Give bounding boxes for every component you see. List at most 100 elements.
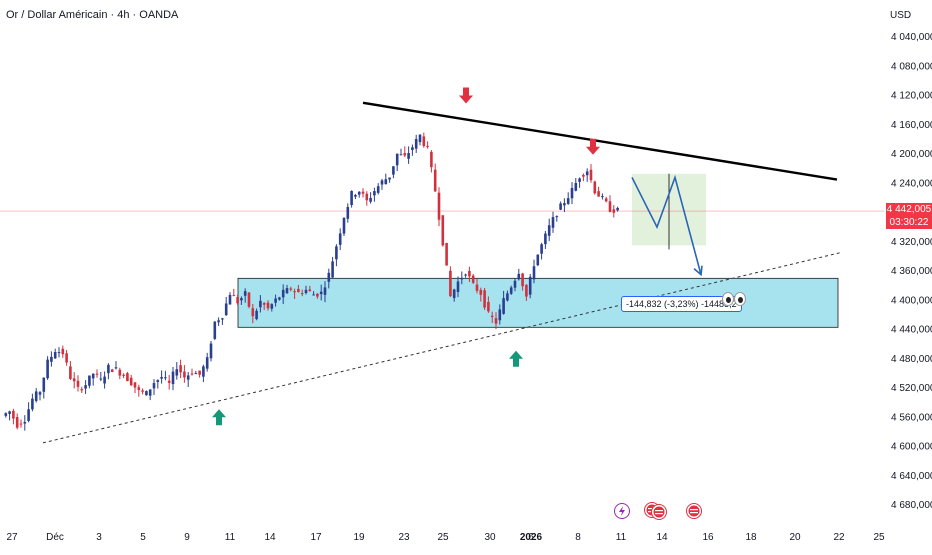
candle-body (547, 225, 551, 236)
candle-body (114, 367, 118, 369)
candle-body (316, 293, 319, 297)
candle-body (479, 289, 483, 295)
x-tick-label: 22 (833, 532, 845, 543)
candle-body (160, 377, 163, 379)
candle-body (190, 373, 194, 375)
x-tick-label: 17 (310, 532, 322, 543)
x-tick-label: 23 (398, 532, 410, 543)
candle-body (300, 293, 304, 295)
y-tick-label: 4 120,000 (891, 91, 932, 102)
candle-body (411, 147, 414, 151)
support-trendline (42, 252, 841, 444)
candle-body (331, 261, 334, 278)
projection-arrowhead (693, 265, 703, 277)
y-tick-label: 4 200,000 (891, 149, 932, 160)
x-tick-label: 14 (264, 532, 276, 543)
candle-body (243, 291, 247, 296)
candle-body (27, 409, 30, 421)
candle-body (167, 380, 171, 383)
candle-body (498, 309, 502, 321)
candle-body (297, 288, 300, 293)
candle-body (582, 174, 585, 177)
candle-body (601, 196, 604, 198)
currency-label[interactable]: USD (890, 10, 912, 21)
candle-body (126, 373, 129, 382)
candle-body (205, 357, 209, 369)
candle-body (247, 292, 251, 307)
candle-body (490, 315, 494, 318)
y-tick-label: 4 600,000 (891, 442, 932, 453)
x-tick-label: 5 (140, 532, 146, 543)
candle-body (46, 359, 49, 379)
candle-body (38, 392, 42, 395)
candle-body (156, 380, 160, 382)
y-tick-label: 4 160,000 (891, 120, 932, 131)
x-tick-label: 30 (484, 532, 496, 543)
candle-body (540, 244, 543, 254)
candle-body (475, 284, 479, 291)
candle-body (57, 352, 61, 354)
us-flag-event-icon-3[interactable] (686, 503, 702, 519)
candle-body (232, 295, 236, 297)
x-tick-label: 20 (789, 532, 801, 543)
resistance-trendline (362, 101, 838, 181)
candle-body (281, 289, 285, 298)
candle-body (53, 351, 57, 359)
candle-body (99, 378, 103, 380)
candle-body (255, 310, 258, 320)
candle-body (72, 378, 76, 382)
candle-body (50, 356, 53, 362)
candle-body (361, 191, 365, 194)
candle-body (433, 169, 437, 192)
candle-body (91, 373, 95, 379)
candle-body (251, 308, 255, 317)
last-price-tag: 4 442,005 (886, 203, 932, 216)
candle-body (164, 377, 167, 379)
candle-body (12, 410, 15, 419)
candle-body (171, 371, 175, 385)
demand-zone (237, 277, 839, 328)
candle-body (69, 366, 72, 379)
y-tick-label: 4 080,000 (891, 61, 932, 72)
candle-body (217, 320, 220, 323)
candle-body (183, 371, 186, 378)
x-tick-label: 11 (225, 532, 236, 543)
candle-body (278, 297, 281, 300)
lightning-event-icon[interactable] (614, 503, 630, 519)
us-flag-event-icon-2[interactable] (651, 504, 667, 520)
candle-body (445, 242, 448, 266)
candle-body (61, 348, 65, 355)
candle-body (452, 289, 456, 299)
candle-body (616, 207, 619, 211)
y-tick-label: 4 040,000 (891, 32, 932, 43)
candle-body (198, 370, 201, 375)
candle-body (148, 389, 152, 396)
x-tick-label: 18 (745, 532, 757, 543)
candle-body (270, 304, 274, 309)
candle-body (509, 287, 513, 294)
x-tick-label: 2026 (520, 532, 543, 543)
candle-body (228, 294, 232, 305)
projection-path (631, 174, 702, 275)
candle-body (152, 383, 156, 389)
y-axis: 4 040,000 4 080,000 4 120,000 4 160,000 4 20… (891, 32, 932, 511)
candle-body (536, 254, 540, 266)
x-tick-label: 19 (353, 532, 365, 543)
candle-body (399, 154, 403, 156)
candle-body (517, 273, 521, 280)
candle-body (566, 198, 570, 204)
candle-body (551, 217, 555, 228)
candle-body (612, 209, 616, 213)
candle-body (110, 369, 114, 373)
candle-body (483, 290, 486, 308)
candle-body (430, 151, 433, 168)
up-arrow-icon (212, 409, 226, 426)
candle-body (365, 193, 369, 201)
candle-body (376, 186, 380, 193)
candle-body (42, 377, 46, 392)
candle-body (186, 375, 190, 380)
candle-body (262, 303, 266, 305)
